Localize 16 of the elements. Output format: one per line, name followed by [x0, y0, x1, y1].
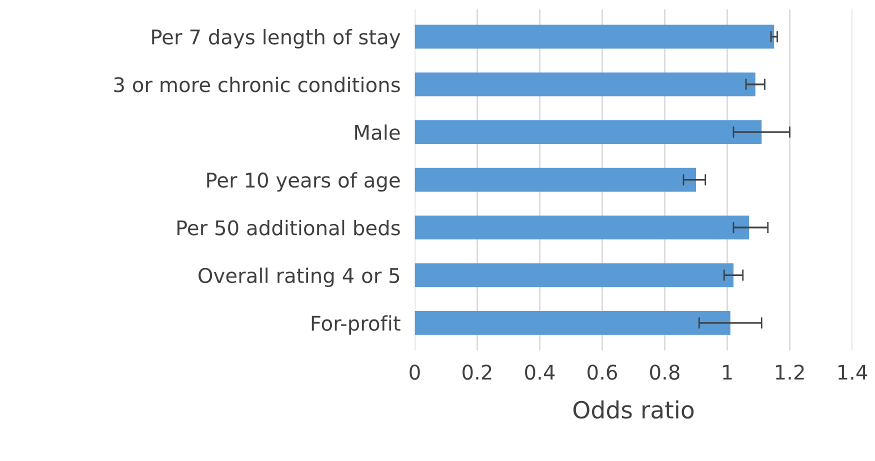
x-tick-label: 0.2 [462, 364, 492, 380]
x-tick-label: 1 [723, 364, 732, 380]
y-tick-label: Per 50 additional beds [177, 220, 400, 236]
x-tick-label: 1.2 [776, 364, 804, 380]
y-tick-label: Overall rating 4 or 5 [198, 268, 400, 288]
x-tick-label: 0.4 [525, 364, 555, 380]
x-tick-label: 0.8 [650, 364, 680, 380]
x-axis-title: Odds ratio [573, 400, 694, 419]
x-tick-label: 1.4 [838, 364, 868, 380]
y-tick-label: Male [355, 124, 400, 140]
y-tick-label: Per 10 years of age [207, 172, 400, 192]
y-tick-label: For-profit [312, 315, 400, 335]
x-tick-label: 0.6 [588, 364, 617, 380]
y-tick-label: Per 7 days length of stay [152, 29, 400, 48]
x-tick-label: 0 [410, 364, 420, 380]
y-tick-label: 3 or more chronic conditions [114, 76, 400, 92]
